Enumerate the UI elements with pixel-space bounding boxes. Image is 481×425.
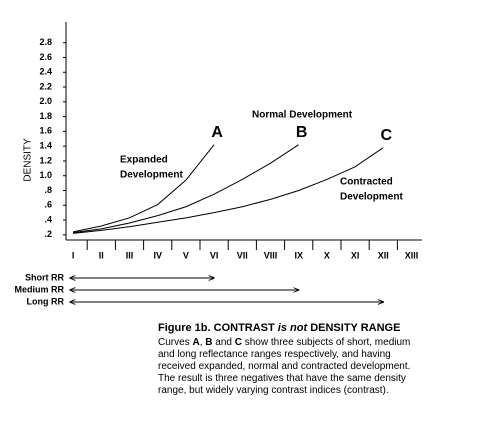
curve [73,144,299,234]
y-tick-label: 1.8 [39,111,52,121]
x-tick-label: VIII [264,250,278,260]
x-tick-label: V [183,250,189,260]
y-tick-label: 2.8 [39,37,52,47]
curve-label: C [381,127,393,144]
caption-text: B [205,337,213,348]
x-tick-label: VI [210,250,219,260]
annotation: Normal Development [252,110,353,121]
curve [73,147,384,234]
x-tick-label: II [99,250,104,260]
y-tick-label: 2.0 [39,96,52,106]
range-label: Medium RR [15,284,65,294]
x-tick-label: VII [237,250,248,260]
caption-body: Curves A, B and C show three subjects of… [158,337,418,397]
x-tick-label: X [324,250,330,260]
curve [72,144,215,233]
y-axis-label: DENSITY [23,138,34,182]
caption: Figure 1b. CONTRAST is not DENSITY RANGE… [158,322,418,397]
x-tick-label: XI [351,250,360,260]
y-tick-label: .8 [44,185,52,195]
y-tick-label: 2.6 [39,52,52,62]
annotation: Contracted [340,177,393,188]
range-label: Long RR [27,296,65,306]
y-tick-label: 1.6 [39,126,52,136]
caption-label: Figure 1b. [158,322,211,334]
caption-text: Curves [158,337,193,348]
caption-text: and [212,337,235,348]
annotation: Expanded [120,155,168,166]
range-label: Short RR [25,272,64,282]
x-tick-label: XII [378,250,389,260]
caption-text: A [192,337,200,348]
y-tick-label: 1.0 [39,170,52,180]
y-tick-label: .6 [44,200,52,210]
caption-text: C [234,337,242,348]
x-tick-label: IV [153,250,162,260]
annotation: Development [120,170,183,181]
caption-title: DENSITY RANGE [307,322,401,334]
x-tick-label: I [72,250,75,260]
y-tick-label: 1.4 [39,141,52,151]
caption-title: CONTRAST [213,322,278,334]
x-tick-label: III [126,250,134,260]
x-tick-label: IX [294,250,303,260]
y-tick-label: .2 [44,229,52,239]
curve-label: A [211,124,223,141]
y-tick-label: 1.2 [39,155,52,165]
caption-text: show three subjects of short, medium and… [158,337,411,396]
caption-title: is not [277,322,308,334]
y-tick-label: .4 [44,214,52,224]
caption-text: , [199,337,206,348]
y-tick-label: 2.4 [39,67,52,77]
caption-head: Figure 1b. CONTRAST is not DENSITY RANGE [158,322,418,334]
y-tick-label: 2.2 [39,81,52,91]
annotation: Development [340,192,403,203]
chart: DENSITY .2 .4 .6 .8 1.0 1.2 1.4 1.6 1.8 2.0 2.2 2.4… [15,22,422,306]
x-tick-label: XIII [405,250,419,260]
curve-label: B [296,124,308,141]
